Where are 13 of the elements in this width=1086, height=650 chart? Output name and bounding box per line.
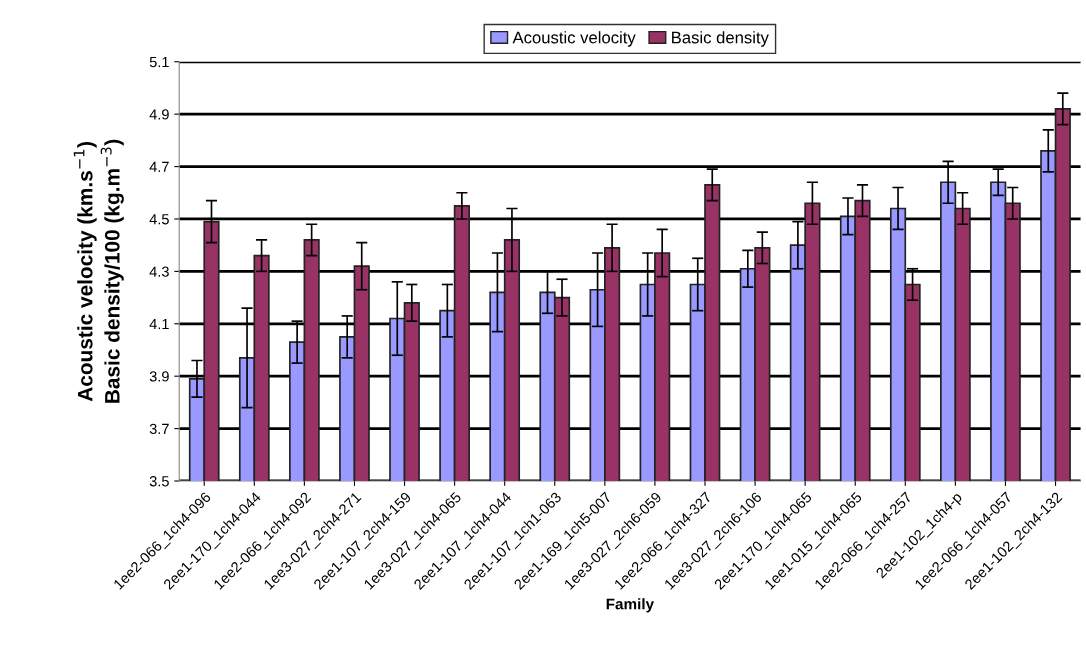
y-axis-title: Acoustic velocity (km.s$^{−1}$) Basic density/100 (kg.m$^{−3}$) [73, 139, 124, 403]
y-tick-label: 3.9 [149, 371, 169, 382]
y-tick-label: 4.3 [149, 266, 169, 277]
y-tick-label: 4.9 [149, 109, 169, 120]
y-tick-label: 3.5 [149, 476, 169, 487]
y-tick-label: 3.7 [149, 423, 169, 435]
y-tick-label: 4.7 [149, 161, 169, 172]
y-tick-label: 4.5 [149, 214, 169, 225]
y-tick-label: 5.1 [149, 57, 169, 68]
legend-label: Acoustic velocity [512, 31, 636, 47]
legend-label: Basic density [672, 31, 769, 47]
y-tick-label: 4.1 [149, 319, 169, 330]
x-axis-title: Family [606, 598, 654, 613]
